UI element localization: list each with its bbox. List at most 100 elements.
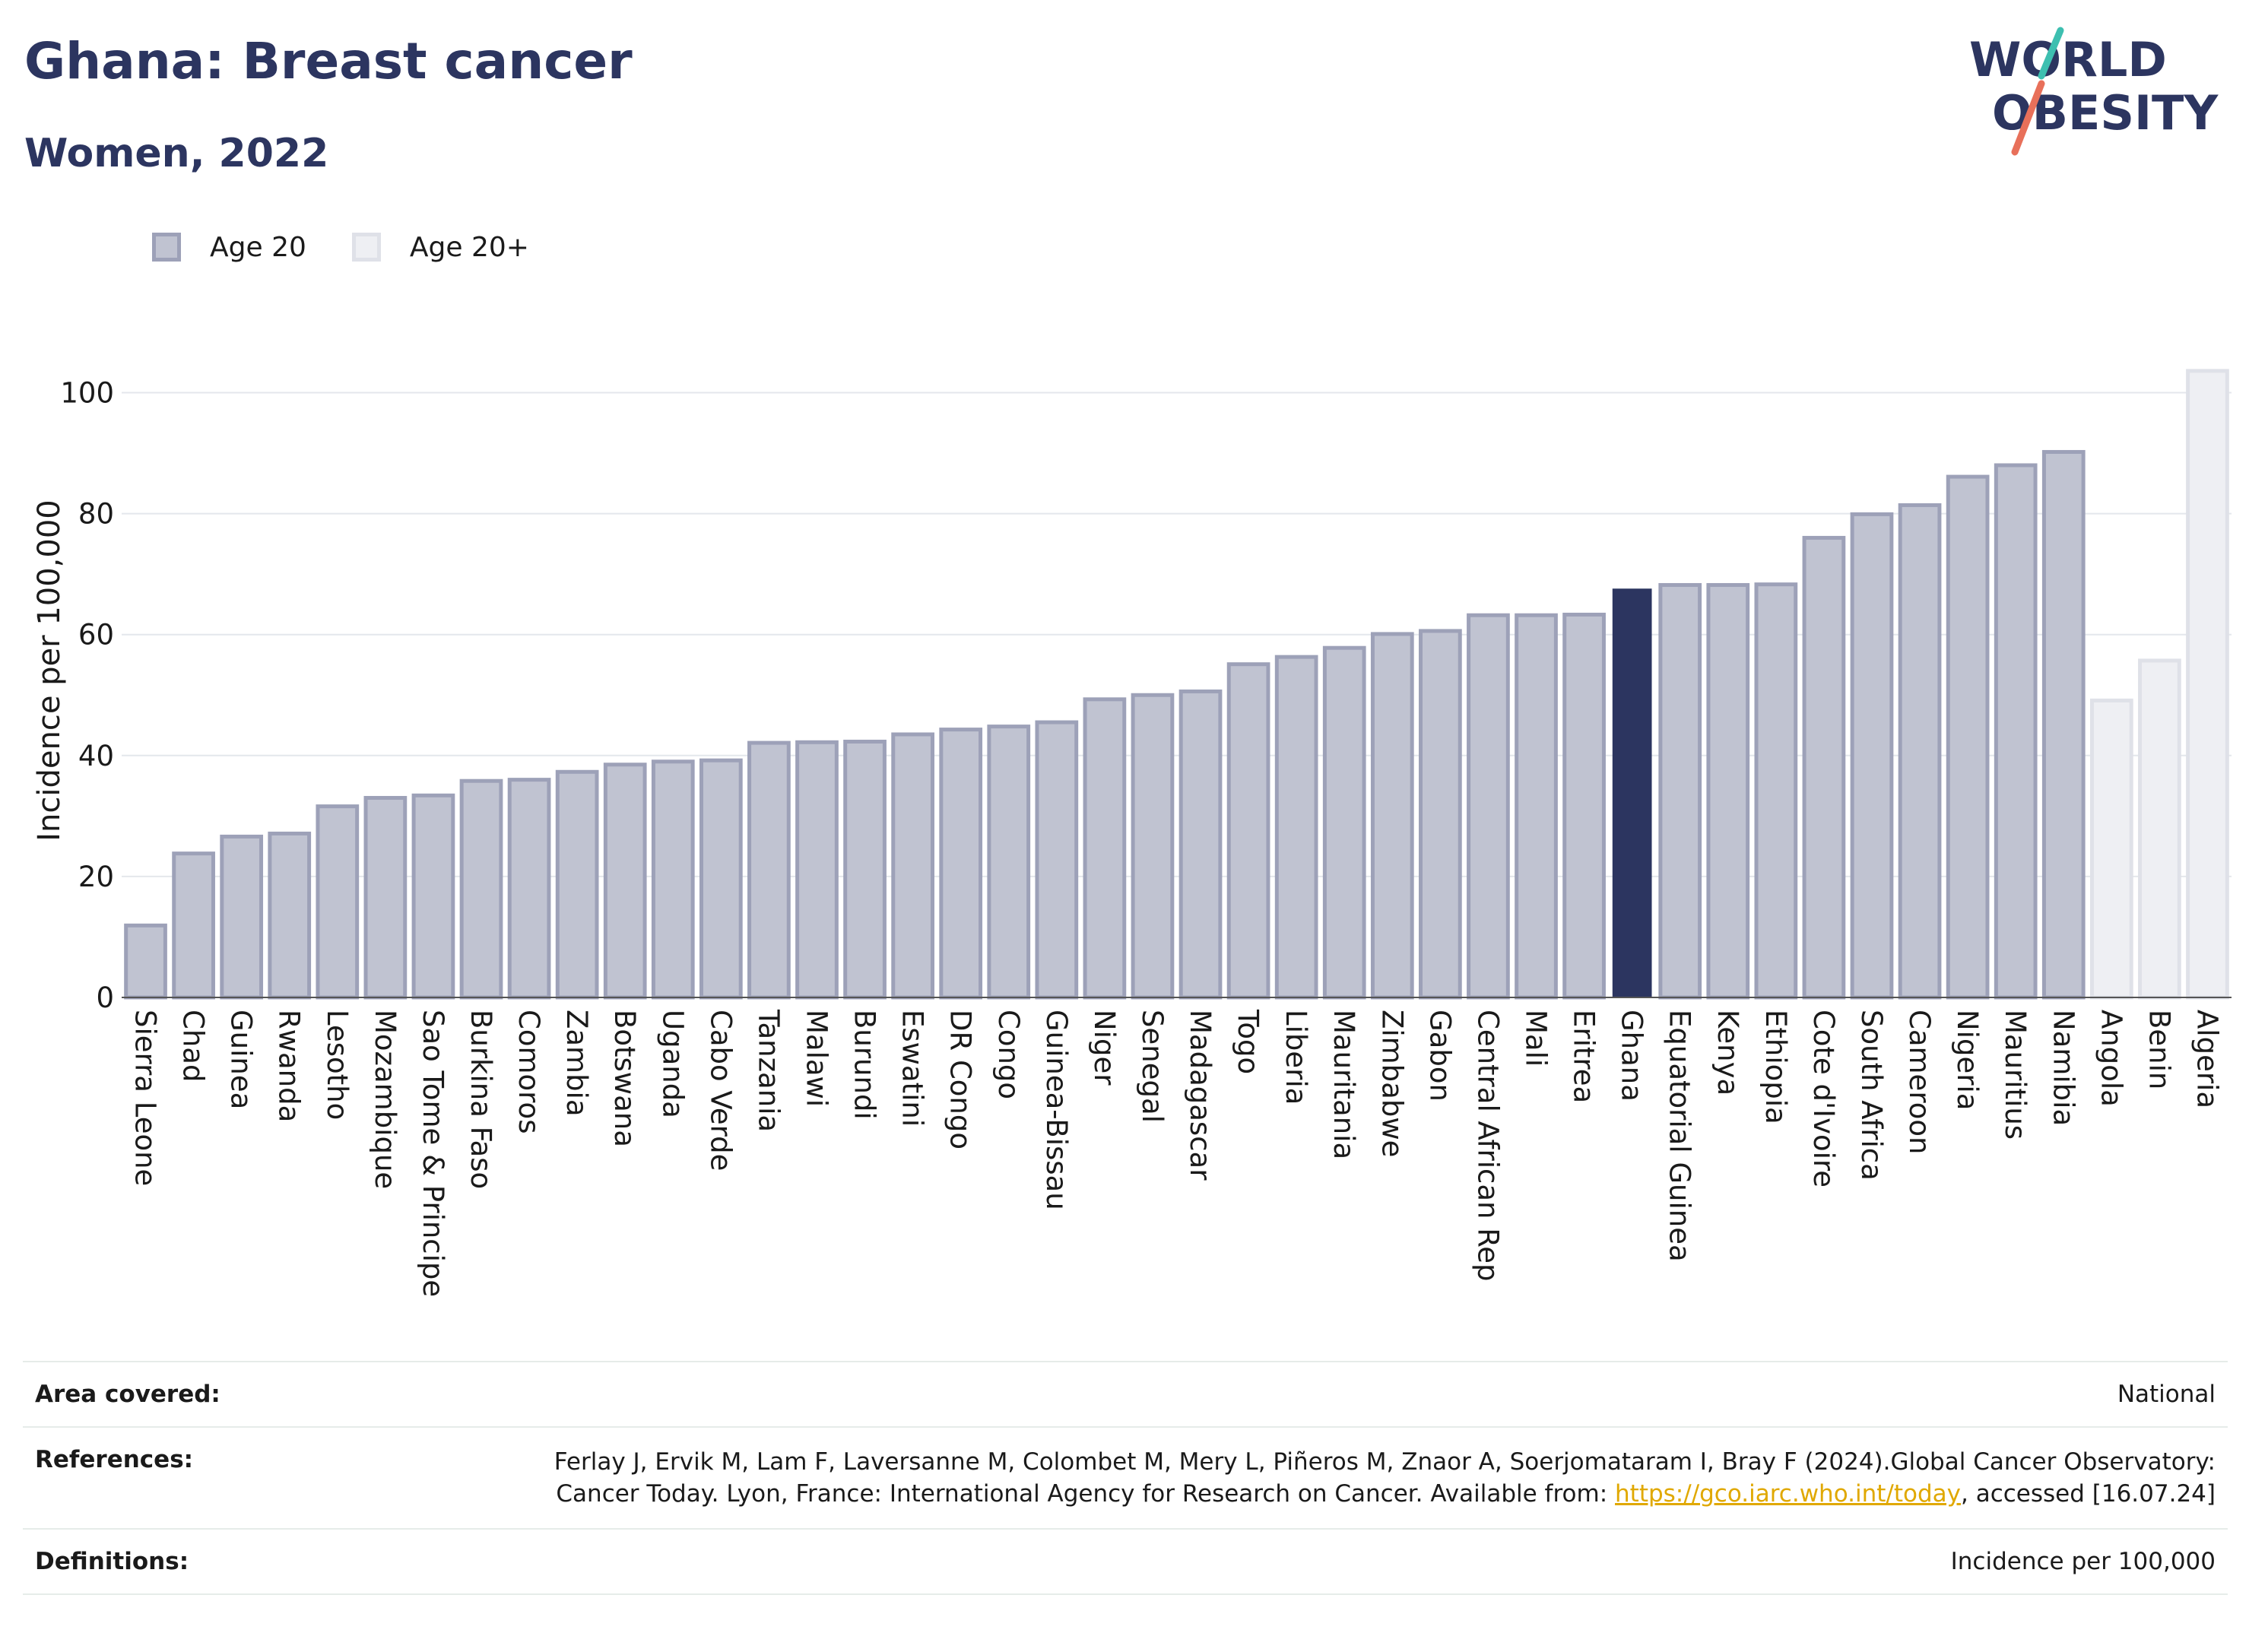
bar-gabon[interactable]: [1419, 629, 1462, 1000]
bar-liberia[interactable]: [1274, 655, 1318, 1000]
bar-congo[interactable]: [987, 725, 1031, 1000]
bar-sierra-leone[interactable]: [124, 923, 167, 1000]
bar-angola[interactable]: [2089, 698, 2133, 1000]
bar-senegal[interactable]: [1131, 693, 1175, 1000]
references-link[interactable]: https://gco.iarc.who.int/today: [1615, 1480, 1961, 1508]
bar-zambia[interactable]: [555, 769, 599, 1000]
bar-mali[interactable]: [1515, 613, 1558, 1000]
footer-row-definitions: Definitions: Incidence per 100,000: [23, 1528, 2228, 1595]
legend-swatch-age20plus: [351, 233, 381, 262]
x-tick-label: Malawi: [800, 1010, 833, 1107]
y-axis-label: Incidence per 100,000: [32, 499, 67, 842]
bar-ghana[interactable]: [1612, 588, 1652, 997]
x-tick-label: Nigeria: [1951, 1010, 1984, 1110]
x-tick-label: Mali: [1520, 1010, 1553, 1067]
bar-lesotho[interactable]: [316, 804, 360, 1000]
world-obesity-logo: WORLD OBESITY: [1969, 27, 2219, 156]
bar-nigeria[interactable]: [1946, 474, 1990, 1000]
bar-chad[interactable]: [172, 851, 215, 1000]
x-tick-label: Angola: [2095, 1010, 2127, 1107]
chart-title: Ghana: Breast cancer: [24, 32, 633, 90]
bar-togo[interactable]: [1226, 662, 1270, 1000]
x-tick-label: Botswana: [608, 1010, 641, 1147]
x-tick-label: Mauritania: [1328, 1010, 1360, 1159]
bar-dr-congo[interactable]: [939, 728, 983, 1000]
bar-sao-tome-principe[interactable]: [411, 793, 455, 1000]
bar-malawi[interactable]: [795, 740, 839, 1000]
bar-tanzania[interactable]: [747, 740, 791, 1000]
x-tick-label: Eswatini: [896, 1010, 929, 1127]
x-tick-label: Tanzania: [752, 1009, 785, 1132]
x-tick-label: Equatorial Guinea: [1664, 1010, 1696, 1262]
y-tick-label: 60: [78, 619, 114, 652]
logo-slash-bottom: [2011, 80, 2045, 156]
bar-zimbabwe[interactable]: [1370, 632, 1414, 1000]
bar-namibia[interactable]: [2041, 449, 2086, 1000]
y-tick-label: 40: [78, 740, 114, 772]
legend-item-age20plus[interactable]: Age 20+: [351, 232, 529, 263]
bar-eritrea[interactable]: [1562, 612, 1606, 1000]
x-tick-label: Namibia: [2047, 1010, 2079, 1126]
x-tick-label: Benin: [2143, 1010, 2175, 1089]
x-tick-label: Lesotho: [321, 1010, 354, 1120]
bar-guinea-bissau[interactable]: [1035, 720, 1079, 1000]
bar-eswatini[interactable]: [891, 732, 934, 1000]
chart-footer: Area covered: National References: Ferla…: [23, 1361, 2228, 1595]
x-tick-label: Niger: [1088, 1010, 1121, 1086]
bar-ethiopia[interactable]: [1754, 582, 1798, 1000]
x-tick-label: Gabon: [1423, 1010, 1456, 1102]
bar-equatorial-guinea[interactable]: [1658, 582, 1702, 1000]
bar-mauritius[interactable]: [1994, 463, 2038, 1000]
bar-burkina-faso[interactable]: [459, 778, 503, 1000]
x-tick-label: Sierra Leone: [129, 1010, 162, 1186]
bar-kenya[interactable]: [1706, 582, 1750, 1000]
x-tick-label: Cote d'Ivoire: [1807, 1010, 1840, 1187]
area-covered-label: Area covered:: [35, 1381, 220, 1408]
bar-burundi[interactable]: [843, 740, 887, 1000]
bar-cote-d-ivoire[interactable]: [1802, 535, 1846, 1000]
x-tick-label: Madagascar: [1184, 1010, 1216, 1181]
bar-madagascar[interactable]: [1178, 689, 1223, 1000]
y-tick-label: 100: [60, 377, 114, 410]
x-tick-label: Guinea: [225, 1010, 258, 1109]
x-tick-label: Burundi: [849, 1010, 881, 1120]
bar-central-african-rep[interactable]: [1467, 613, 1510, 1000]
bar-mauritania[interactable]: [1322, 645, 1366, 1000]
bar-uganda[interactable]: [651, 759, 695, 1000]
bar-rwanda[interactable]: [268, 831, 312, 1000]
x-tick-label: Liberia: [1280, 1010, 1312, 1105]
x-tick-label: South Africa: [1855, 1010, 1888, 1181]
bar-cameroon[interactable]: [1898, 503, 1942, 1000]
bar-benin[interactable]: [2138, 658, 2181, 1000]
references-end: , accessed [16.07.24]: [1960, 1480, 2216, 1508]
bar-chart: 0 20 40 60 80 100 Incidence per 100,000 Sierr…: [32, 369, 2232, 1297]
bar-mozambique[interactable]: [363, 795, 408, 1000]
x-tick-label: Eritrea: [1568, 1010, 1600, 1103]
x-tick-label: Rwanda: [273, 1010, 306, 1122]
y-tick-label: 20: [78, 861, 114, 893]
x-tick-label: DR Congo: [944, 1010, 977, 1149]
x-tick-label: Cabo Verde: [704, 1010, 737, 1171]
y-tick-label: 0: [96, 981, 114, 1014]
bar-guinea[interactable]: [220, 834, 264, 1000]
x-tick-label: Mozambique: [369, 1010, 401, 1189]
x-tick-label: Ghana: [1616, 1010, 1648, 1102]
bar-cabo-verde[interactable]: [699, 758, 743, 1000]
footer-row-references: References: Ferlay J, Ervik M, Lam F, La…: [23, 1426, 2228, 1528]
legend-label-age20: Age 20: [210, 231, 306, 263]
x-axis-labels: Sierra Leone Chad Guinea Rwanda Lesotho Mozam…: [129, 1009, 2224, 1297]
references-value: Ferlay J, Ervik M, Lam F, Laversanne M, …: [505, 1446, 2216, 1510]
bar-south-africa[interactable]: [1850, 512, 1894, 1000]
x-tick-label: Chad: [177, 1010, 210, 1082]
bar-algeria[interactable]: [2186, 369, 2229, 1000]
definitions-value: Incidence per 100,000: [1950, 1548, 2216, 1575]
bar-comoros[interactable]: [507, 778, 551, 1000]
footer-row-area: Area covered: National: [23, 1361, 2228, 1426]
x-tick-label: Mauritius: [1999, 1010, 2032, 1140]
x-tick-label: Zimbabwe: [1375, 1010, 1408, 1157]
legend-item-age20[interactable]: Age 20: [152, 232, 306, 263]
bar-botswana[interactable]: [603, 763, 647, 1000]
logo-slash-top: [2038, 27, 2064, 80]
bar-niger[interactable]: [1083, 697, 1127, 1000]
chart-subtitle: Women, 2022: [24, 131, 329, 176]
